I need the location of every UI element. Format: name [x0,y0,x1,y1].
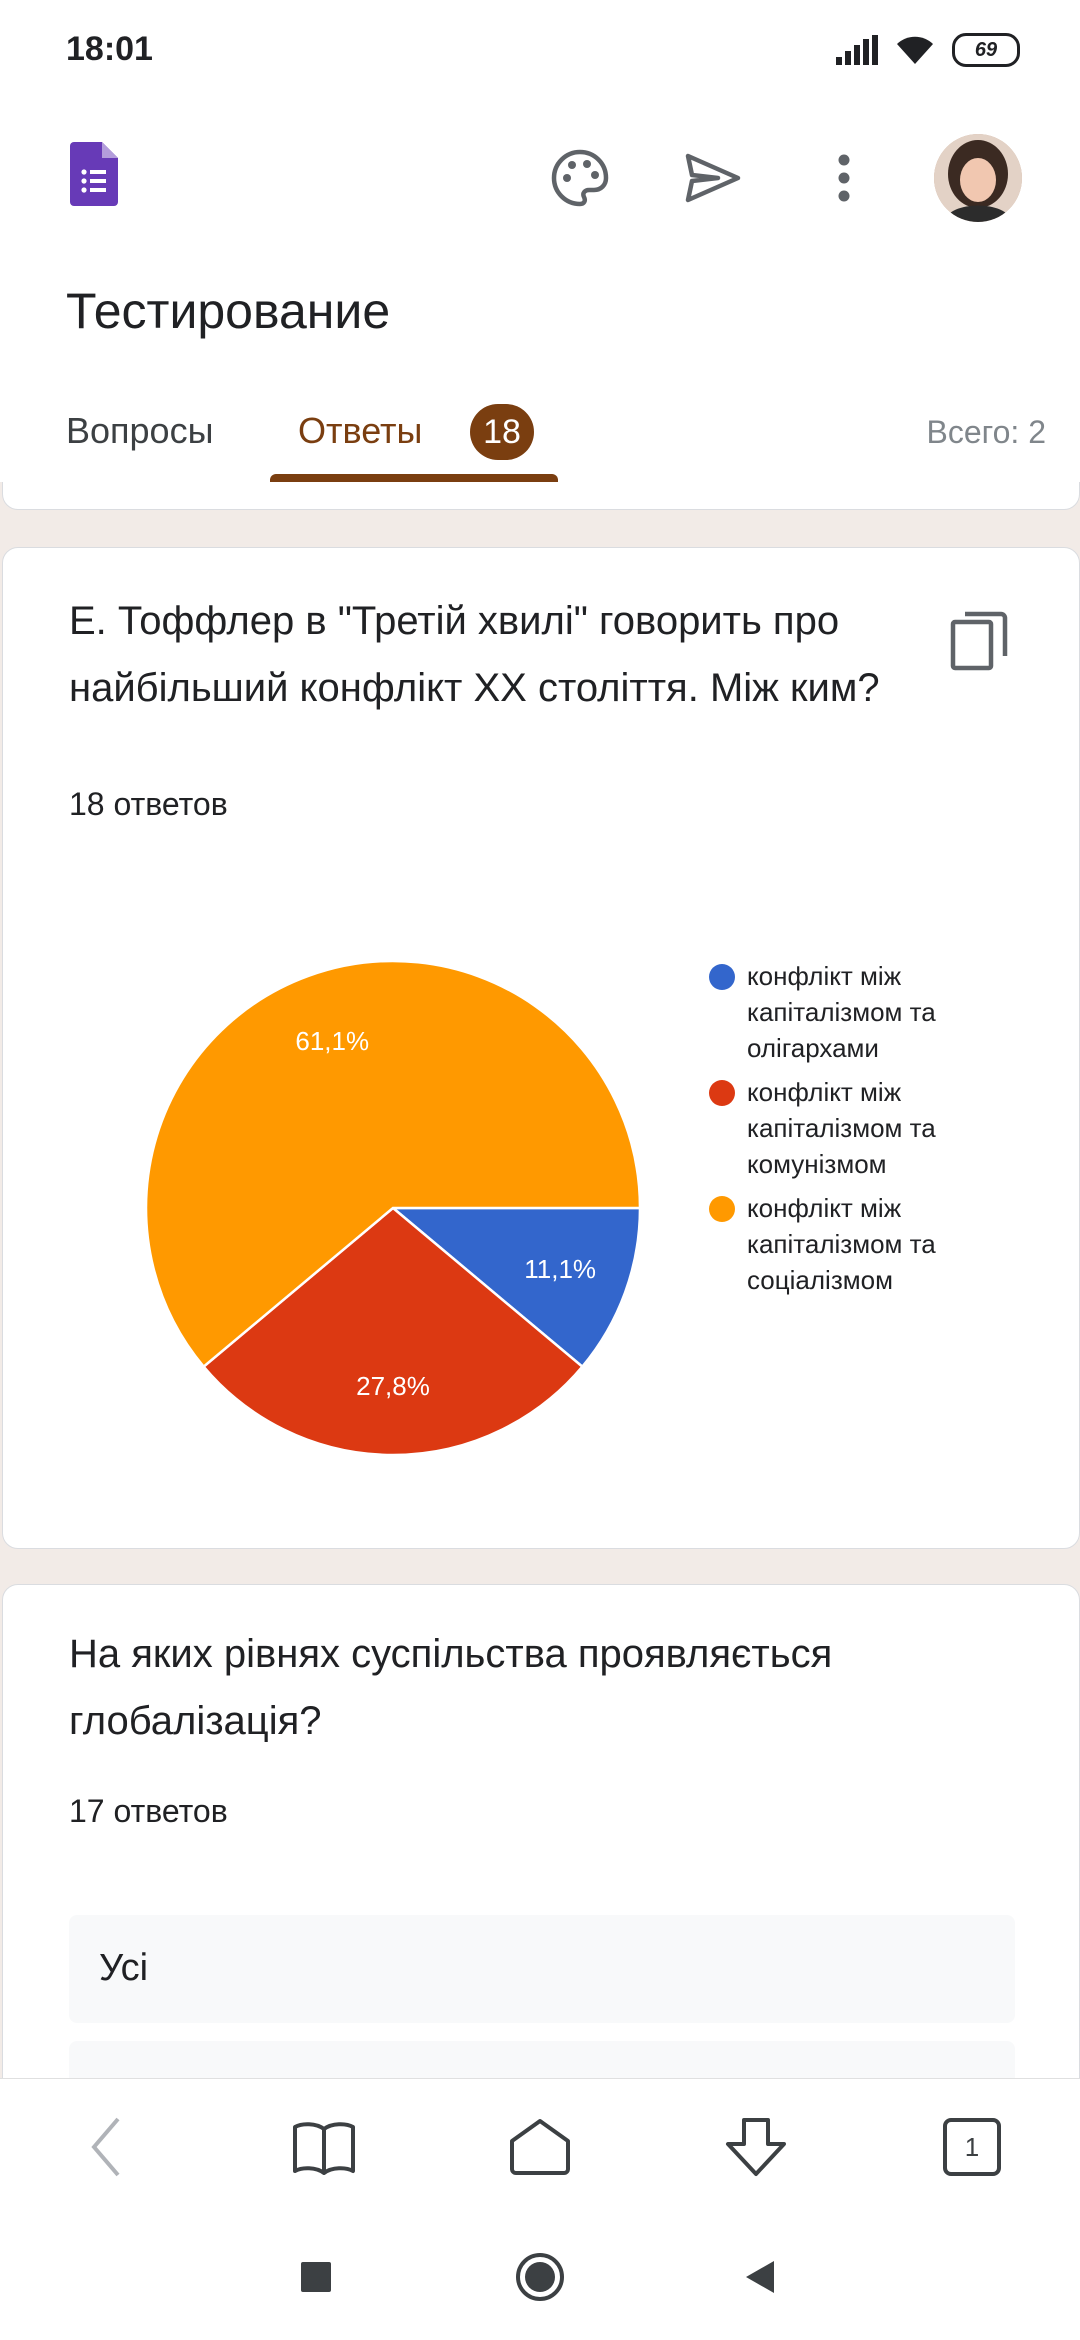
home-icon [510,2119,570,2175]
total-count: Всего: 2 [926,414,1046,450]
palette-button[interactable] [540,138,620,218]
signal-icon [836,35,878,65]
legend-label: конфлікт між капіталізмом та олігархами [747,961,936,1063]
square-icon [301,2262,331,2292]
pie-slice-label: 11,1% [524,1254,596,1284]
pie-slice-1[interactable] [389,1206,642,1369]
download-button[interactable] [716,2107,796,2187]
status-bar: 18:01 69 [0,0,1080,100]
answer-item: Усі [69,1915,1015,2023]
triangle-back-icon [746,2261,774,2293]
question-card: На яких рівнях суспільства проявляється … [2,1584,1080,2078]
legend-label: конфлікт між капіталізмом та комунізмом [747,1077,936,1179]
legend-label: конфлікт між капіталізмом та соціалізмом [747,1193,936,1295]
answer-text: Усі [99,1947,149,1989]
chart-legend: конфлікт між капіталізмом та олігархами к… [709,958,989,1306]
page-title: Тестирование [66,283,391,339]
question-card: Е. Тоффлер в "Третій хвилі" говорить про… [2,547,1080,1549]
battery-level: 69 [974,38,998,61]
status-icons: 69 [836,30,1020,70]
legend-item[interactable]: конфлікт між капіталізмом та соціалізмом [709,1190,989,1298]
pie-slice-label: 27,8% [356,1371,430,1401]
tab-questions[interactable]: Вопросы [66,410,214,451]
home-button[interactable] [500,2107,580,2187]
bookmarks-button[interactable] [284,2107,364,2187]
answers-count-badge: 18 [470,404,534,460]
tabs-icon [943,2118,1001,2176]
wifi-icon [897,36,933,64]
forms-logo-icon[interactable] [70,142,118,206]
app-bar [0,100,1080,260]
back-icon [91,2117,120,2177]
send-icon [685,153,741,203]
avatar-photo-icon [934,134,1022,222]
circle-icon [516,2253,564,2301]
back-button[interactable] [66,2107,146,2187]
response-count: 18 ответов [69,786,228,822]
battery-icon: 69 [952,33,1020,67]
question-title: Е. Тоффлер в "Третій хвилі" говорить про… [69,599,880,710]
tab-bar: Вопросы Ответы 18 Всего: 2 [0,380,1080,483]
question-title: На яких рівнях суспільства проявляється … [69,1632,833,1743]
more-vert-icon [838,154,850,202]
browser-nav-bar: 1 [0,2078,1080,2211]
legend-dot-icon [709,1196,735,1222]
legend-item[interactable]: конфлікт між капіталізмом та олігархами [709,958,989,1066]
system-home-button[interactable] [505,2242,575,2312]
response-count: 17 ответов [69,1793,228,1829]
tab-answers[interactable]: Ответы [298,410,423,451]
responses-list[interactable]: Е. Тоффлер в "Третій хвилі" говорить про… [0,482,1080,2078]
answer-item [69,2041,1015,2078]
pie-slice-3[interactable] [144,959,642,1369]
system-back-button[interactable] [725,2242,795,2312]
status-time: 18:01 [66,30,153,68]
system-nav-bar [0,2210,1080,2340]
recents-button[interactable] [281,2242,351,2312]
pie-chart: 11,1% 27,8% 61,1% [144,959,642,1457]
avatar[interactable] [934,134,1022,222]
tab-indicator [270,474,558,482]
copy-icon[interactable] [949,608,1013,672]
tabs-button[interactable]: 1 [932,2107,1012,2187]
send-button[interactable] [672,138,752,218]
pie-slice-2[interactable] [201,1206,585,1457]
pie-slice-label: 61,1% [295,1026,369,1056]
tabs-count: 1 [964,2131,980,2162]
legend-dot-icon [709,1080,735,1106]
palette-icon [551,149,609,207]
more-options-button[interactable] [804,138,884,218]
legend-item[interactable]: конфлікт між капіталізмом та комунізмом [709,1074,989,1182]
legend-dot-icon [709,964,735,990]
download-icon [726,2118,786,2176]
previous-card [2,482,1080,510]
book-icon [293,2122,355,2175]
